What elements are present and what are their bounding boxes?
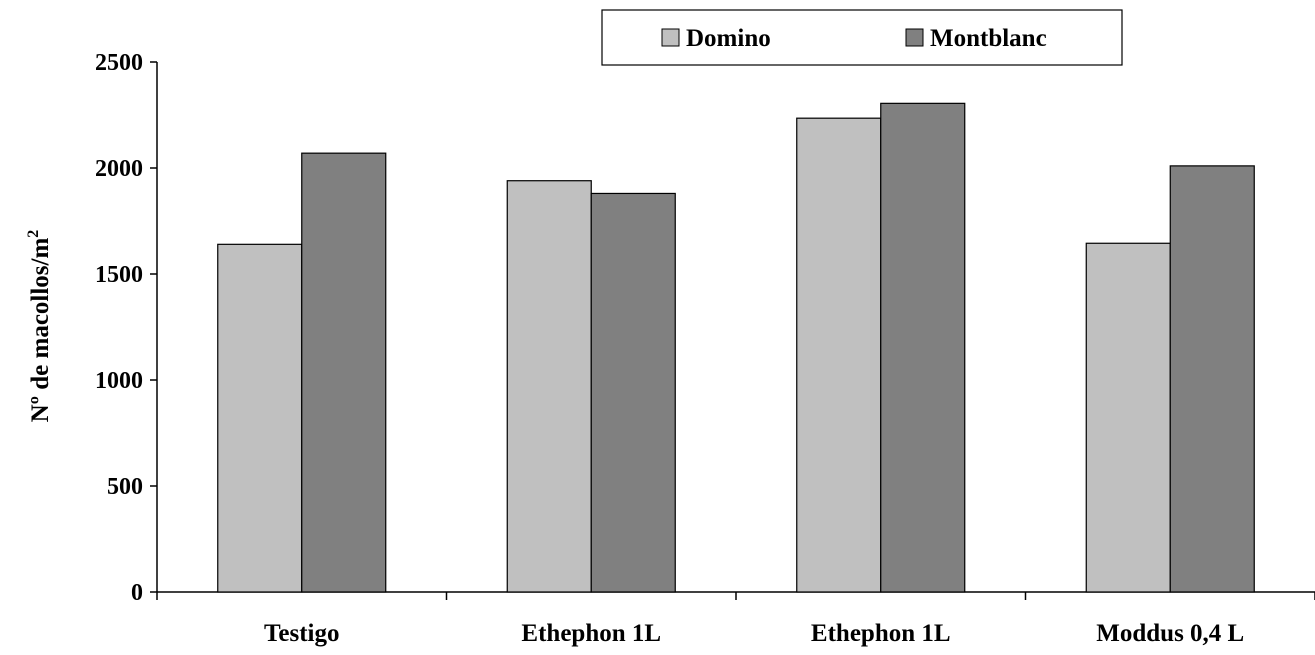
y-axis-title: Nº de macollos/m2 bbox=[25, 230, 54, 423]
y-axis-title-superscript: 2 bbox=[25, 230, 42, 238]
bar-montblanc-3 bbox=[880, 102, 966, 593]
x-category-label: Ethephon 1L bbox=[521, 620, 661, 647]
x-category-label: Testigo bbox=[264, 620, 339, 647]
legend-label-domino: Domino bbox=[686, 25, 771, 52]
x-tick-labels: Testigo Ethephon 1L Ethephon 1L Moddus 0,4 … bbox=[264, 620, 1244, 647]
y-tick-label: 2000 bbox=[95, 156, 143, 182]
y-tick-label: 2500 bbox=[95, 50, 143, 76]
bar-domino-2 bbox=[506, 180, 592, 593]
y-ticks: 0 500 1000 1500 2000 2500 bbox=[95, 50, 157, 606]
y-tick-label: 1500 bbox=[95, 262, 143, 288]
y-axis-title-text: Nº de macollos/m bbox=[27, 238, 54, 423]
bar-domino-4 bbox=[1085, 242, 1171, 593]
legend-label-montblanc: Montblanc bbox=[930, 25, 1047, 52]
bar-domino-1 bbox=[217, 243, 303, 593]
bar-montblanc-2 bbox=[590, 192, 676, 593]
y-tick-label: 500 bbox=[107, 474, 143, 500]
legend-box bbox=[601, 9, 1123, 66]
legend-swatch-domino bbox=[661, 28, 680, 47]
legend-swatch-montblanc bbox=[905, 28, 924, 47]
y-tick-label: 0 bbox=[131, 580, 143, 606]
bars bbox=[217, 102, 1255, 593]
legend: Domino Montblanc bbox=[601, 9, 1123, 66]
bar-domino-3 bbox=[796, 117, 882, 593]
bar-montblanc-4 bbox=[1169, 165, 1255, 593]
x-category-label: Moddus 0,4 L bbox=[1096, 620, 1244, 647]
y-tick-label: 1000 bbox=[95, 368, 143, 394]
bar-montblanc-1 bbox=[301, 152, 387, 593]
x-category-label: Ethephon 1L bbox=[811, 620, 951, 647]
